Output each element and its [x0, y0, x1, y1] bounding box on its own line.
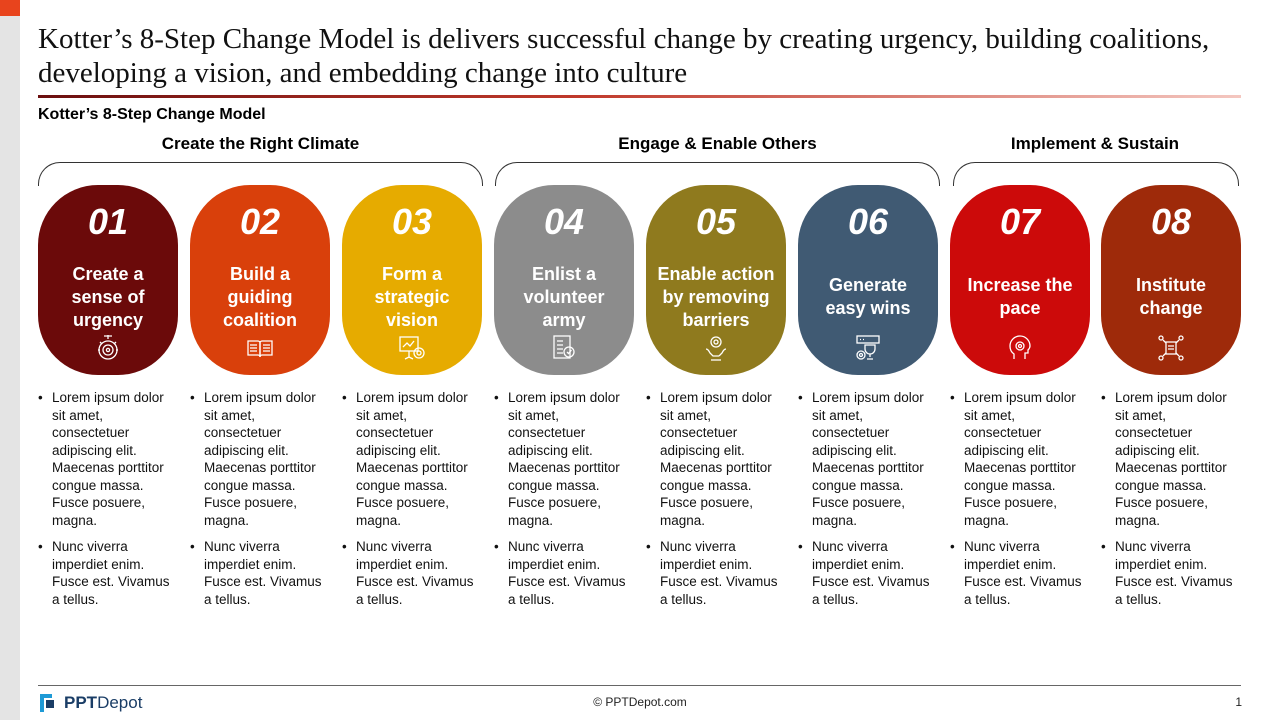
bullet-item: Lorem ipsum dolor sit amet, consectetuer…	[190, 389, 325, 529]
step-label-line: vision	[385, 309, 438, 330]
step-number: 08	[1150, 201, 1192, 242]
head-gear-icon	[1005, 333, 1035, 363]
step-card-01: 01 Create a sense of urgency	[38, 185, 178, 375]
slide-title: Kotter’s 8-Step Change Model is delivers…	[38, 23, 1210, 89]
step-number: 05	[695, 201, 737, 242]
bullet-item: Lorem ipsum dolor sit amet, consectetuer…	[38, 389, 173, 529]
step-number: 07	[999, 201, 1041, 242]
target-gear-icon	[93, 333, 123, 363]
step-label-line: by removing	[662, 286, 770, 307]
bullet-item: Nunc viverra imperdiet enim. Fusce est. …	[950, 538, 1085, 608]
step-card-07: 07 Increase the pace	[950, 185, 1090, 375]
step-label-line: Build a	[229, 263, 290, 284]
bullet-item: Nunc viverra imperdiet enim. Fusce est. …	[190, 538, 325, 608]
step-bullets-08: Lorem ipsum dolor sit amet, consectetuer…	[1101, 389, 1236, 617]
step-bullets-03: Lorem ipsum dolor sit amet, consectetuer…	[342, 389, 477, 617]
group-label-climate: Create the Right Climate	[161, 134, 360, 153]
step-label-line: change	[1139, 298, 1203, 318]
step-card-08: 08 Institute change	[1101, 185, 1241, 375]
step-number: 06	[847, 201, 889, 242]
copyright-text: © PPTDepot.com	[593, 695, 687, 709]
bullet-item: Nunc viverra imperdiet enim. Fusce est. …	[38, 538, 173, 608]
step-label-line: Increase the	[967, 275, 1073, 295]
step-number: 02	[239, 201, 281, 242]
bullet-item: Lorem ipsum dolor sit amet, consectetuer…	[494, 389, 629, 529]
step-label-line: urgency	[72, 309, 144, 330]
logo-mark-icon	[40, 694, 54, 712]
step-label-line: Generate	[828, 275, 908, 295]
step-number: 01	[87, 201, 129, 242]
bullet-item: Lorem ipsum dolor sit amet, consectetuer…	[342, 389, 477, 529]
group-bracket-engage	[495, 162, 940, 186]
step-bullets-07: Lorem ipsum dolor sit amet, consectetuer…	[950, 389, 1085, 617]
step-label-line: coalition	[222, 309, 297, 330]
bullet-item: Nunc viverra imperdiet enim. Fusce est. …	[646, 538, 781, 608]
step-label-line: Create a	[72, 263, 144, 284]
slide-subtitle: Kotter’s 8-Step Change Model	[38, 106, 266, 123]
logo-text-bold: PPT	[64, 693, 98, 712]
step-label-line: pace	[999, 298, 1041, 318]
step-label: Create a sense of urgency	[44, 249, 172, 345]
trophy-gear-icon	[853, 333, 883, 363]
step-bullets-02: Lorem ipsum dolor sit amet, consectetuer…	[190, 389, 325, 617]
step-bullets-05: Lorem ipsum dolor sit amet, consectetuer…	[646, 389, 781, 617]
step-label-line: sense of	[71, 286, 145, 307]
left-accent-bar	[0, 0, 20, 16]
step-bullets-06: Lorem ipsum dolor sit amet, consectetuer…	[798, 389, 933, 617]
title-divider	[38, 95, 1241, 98]
step-label: Generate easy wins	[804, 249, 932, 345]
bullet-item: Nunc viverra imperdiet enim. Fusce est. …	[798, 538, 933, 608]
step-label-line: Enlist a	[531, 263, 597, 284]
step-card-02: 02 Build a guiding coalition	[190, 185, 330, 375]
step-label-line: Institute	[1136, 275, 1206, 295]
step-bullets-04: Lorem ipsum dolor sit amet, consectetuer…	[494, 389, 629, 617]
pptdepot-logo: PPTDepot	[38, 690, 142, 716]
bullet-item: Nunc viverra imperdiet enim. Fusce est. …	[1101, 538, 1236, 608]
step-bullets-01: Lorem ipsum dolor sit amet, consectetuer…	[38, 389, 173, 617]
step-label: Build a guiding coalition	[196, 249, 324, 345]
step-label: Institute change	[1107, 249, 1235, 345]
step-card-06: 06 Generate easy wins	[798, 185, 938, 375]
group-bracket-implement	[953, 162, 1239, 186]
left-side-strip	[0, 0, 20, 720]
bullet-item: Nunc viverra imperdiet enim. Fusce est. …	[342, 538, 477, 608]
network-people-icon	[1156, 333, 1186, 363]
bullet-item: Lorem ipsum dolor sit amet, consectetuer…	[798, 389, 933, 529]
open-book-icon	[245, 333, 275, 363]
footer-divider	[38, 685, 1241, 686]
bullet-item: Nunc viverra imperdiet enim. Fusce est. …	[494, 538, 629, 608]
step-label-line: easy wins	[825, 298, 911, 318]
logo-text: PPTDepot	[64, 693, 142, 713]
step-number: 03	[391, 201, 433, 242]
document-badge-icon	[549, 333, 579, 363]
page-number: 1	[1235, 695, 1242, 709]
step-label-line: strategic	[374, 286, 450, 307]
step-label: Form a strategic vision	[348, 249, 476, 345]
step-label-line: volunteer	[523, 286, 605, 307]
presentation-target-icon	[397, 333, 427, 363]
step-label-line: Form a	[381, 263, 442, 284]
logo-text-thin: Depot	[97, 693, 143, 712]
group-bracket-climate	[38, 162, 483, 186]
step-label: Enable action by removing barriers	[652, 249, 780, 345]
group-label-engage: Engage & Enable Others	[618, 134, 817, 153]
hand-gear-icon	[701, 333, 731, 363]
bullet-item: Lorem ipsum dolor sit amet, consectetuer…	[1101, 389, 1236, 529]
group-label-implement: Implement & Sustain	[1010, 134, 1180, 153]
step-number: 04	[543, 201, 585, 242]
step-label-line: army	[542, 309, 586, 330]
step-card-04: 04 Enlist a volunteer army	[494, 185, 634, 375]
step-card-03: 03 Form a strategic vision	[342, 185, 482, 375]
bullet-item: Lorem ipsum dolor sit amet, consectetuer…	[646, 389, 781, 529]
step-label-line: Enable action	[657, 263, 775, 284]
step-label: Enlist a volunteer army	[500, 249, 628, 345]
step-label-line: barriers	[682, 309, 750, 330]
step-card-05: 05 Enable action by removing barriers	[646, 185, 786, 375]
bullet-item: Lorem ipsum dolor sit amet, consectetuer…	[950, 389, 1085, 529]
step-label: Increase the pace	[956, 249, 1084, 345]
step-label-line: guiding	[227, 286, 293, 307]
